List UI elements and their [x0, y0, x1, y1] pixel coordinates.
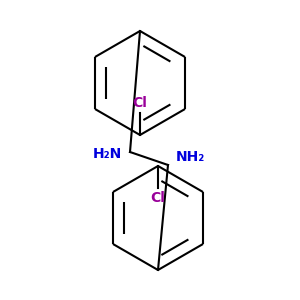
Text: H₂N: H₂N: [93, 147, 122, 161]
Text: Cl: Cl: [133, 96, 147, 110]
Text: NH₂: NH₂: [176, 150, 205, 164]
Text: Cl: Cl: [151, 191, 165, 205]
